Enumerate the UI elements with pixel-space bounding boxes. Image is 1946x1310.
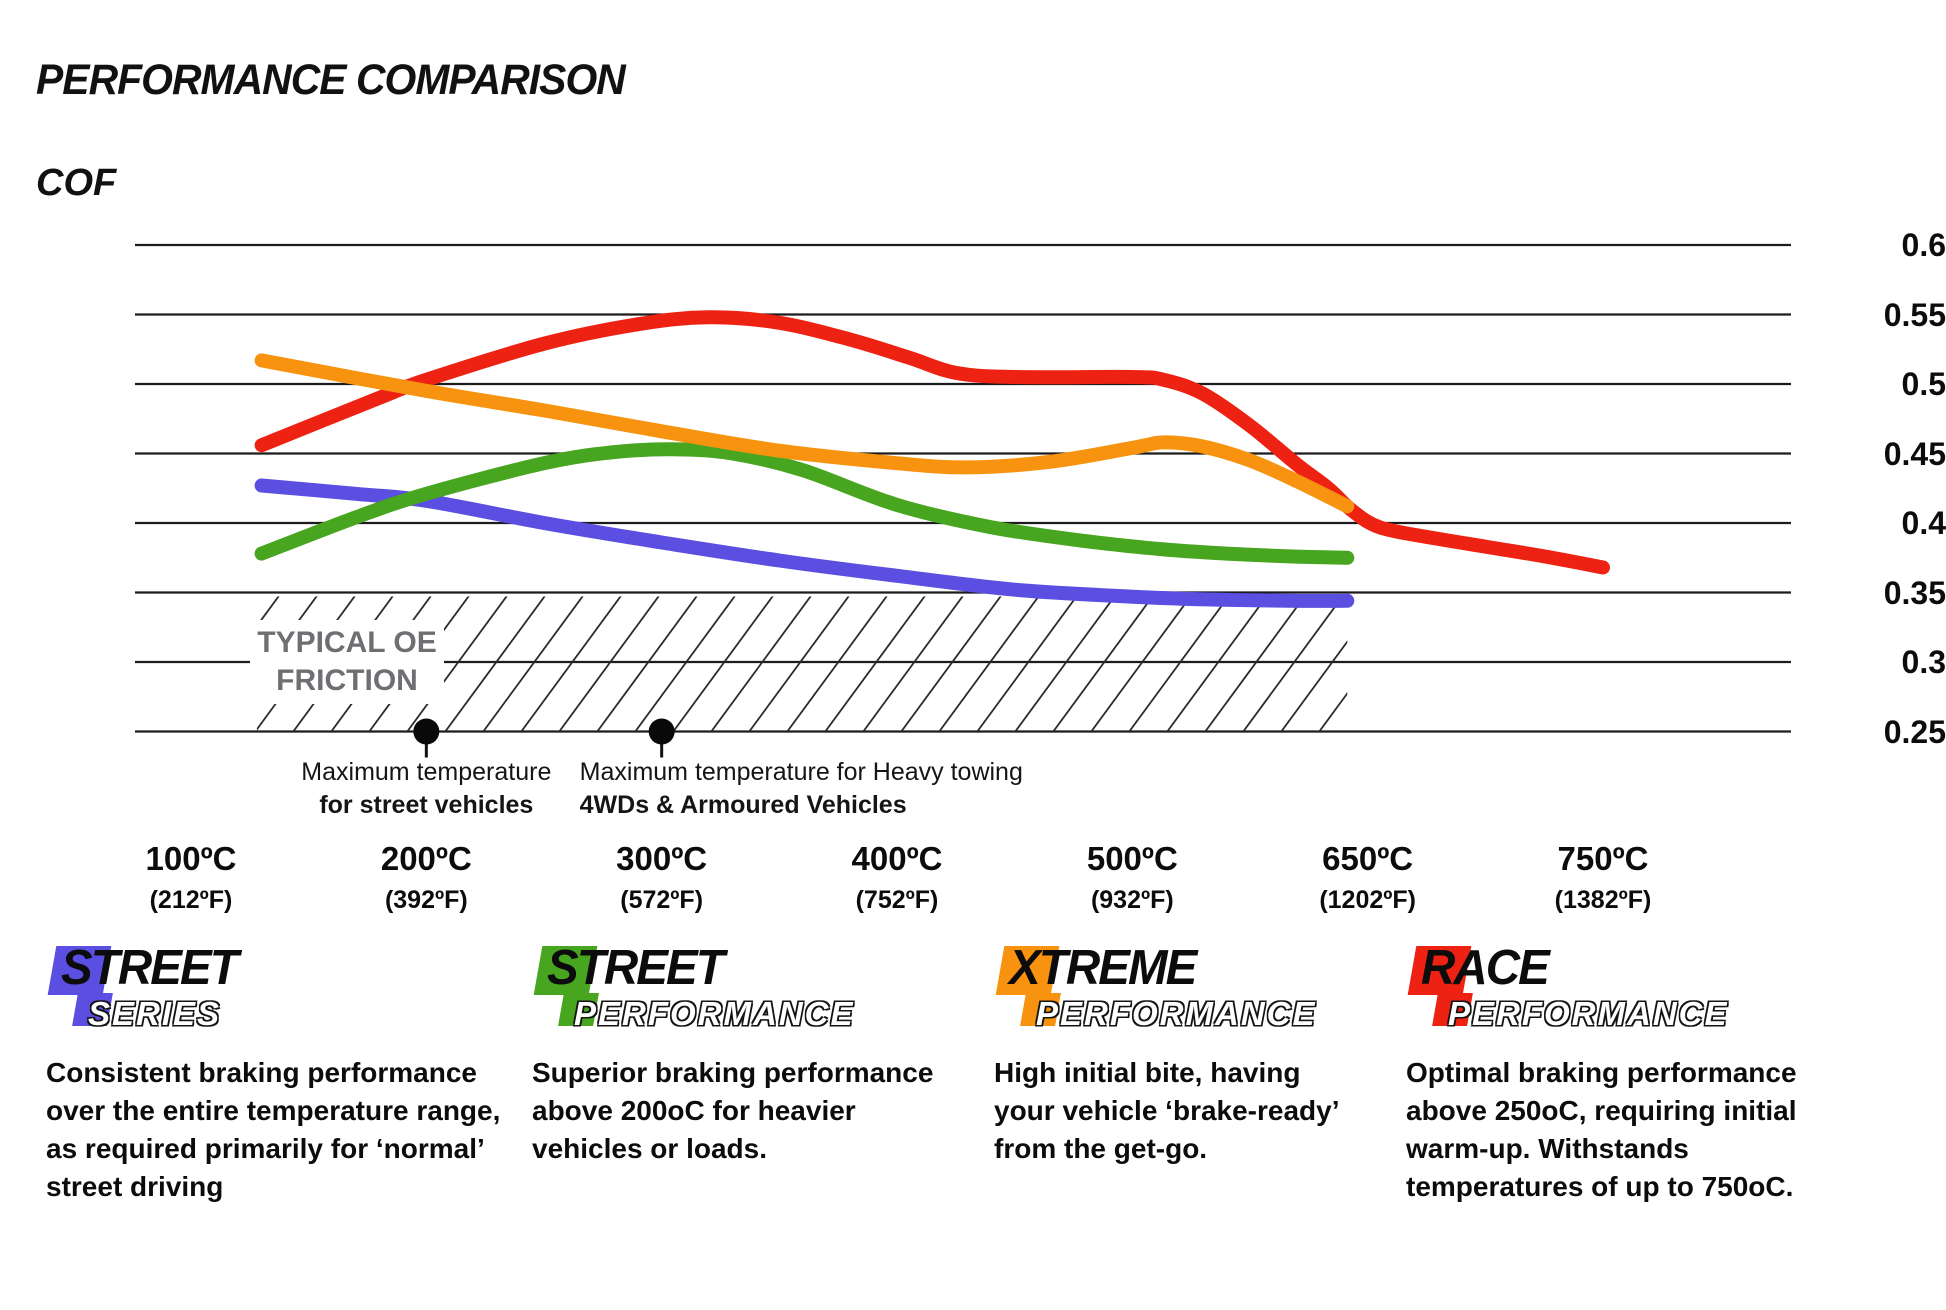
xtreme-performance-description: High initial bite, having your vehicle ‘… bbox=[994, 1057, 1338, 1164]
oe-friction-label-line1: TYPICAL OE bbox=[257, 626, 437, 659]
annotation-dot-1 bbox=[648, 718, 675, 745]
street-performance-description: Superior braking performance above 200oC… bbox=[532, 1057, 934, 1164]
x-tick-sublabel-750f: (1382ºF) bbox=[1554, 886, 1652, 914]
series-street-series bbox=[254, 478, 1355, 608]
y-tick-label-0.6: 0.6 bbox=[1901, 227, 1946, 263]
street-series-logo: STREET SERIES bbox=[46, 941, 501, 1040]
annotation-max-temp-towing: Maximum temperature for Heavy towing 4WD… bbox=[580, 756, 1040, 822]
x-tick-label-400c: 400ºC bbox=[851, 840, 943, 877]
x-tick-sublabel-500f: (932ºF) bbox=[1090, 886, 1174, 914]
logo-word-bottom: PERFORMANCE bbox=[574, 995, 855, 1032]
series-race-performance bbox=[254, 310, 1610, 575]
annotation-line1: Maximum temperature bbox=[301, 758, 552, 786]
x-tick-label-650c: 650ºC bbox=[1322, 840, 1414, 877]
annotation-dot-0 bbox=[413, 718, 440, 745]
y-tick-label-0.3: 0.3 bbox=[1901, 644, 1946, 680]
xtreme-performance-logo: XTREME PERFORMANCE bbox=[994, 941, 1414, 1040]
x-tick-sublabel-300f: (572ºF) bbox=[620, 886, 704, 914]
logo-word-bottom: SERIES bbox=[88, 995, 222, 1032]
y-tick-label-0.5: 0.5 bbox=[1901, 366, 1946, 402]
logo-word-top: XTREME bbox=[1009, 941, 1197, 995]
series-street-performance bbox=[254, 442, 1355, 565]
street-performance-logo: STREET PERFORMANCE bbox=[532, 941, 987, 1040]
race-performance-description: Optimal braking performance above 250oC,… bbox=[1406, 1057, 1797, 1202]
y-axis-title: COF bbox=[36, 162, 117, 204]
legend-street-performance: STREET PERFORMANCE Superior braking perf… bbox=[532, 941, 987, 1168]
annotation-line2: for street vehicles bbox=[319, 791, 534, 819]
street-series-description: Consistent braking performance over the … bbox=[46, 1057, 501, 1202]
y-tick-label-0.55: 0.55 bbox=[1883, 296, 1946, 333]
logo-word-bottom: PERFORMANCE bbox=[1448, 995, 1729, 1032]
x-tick-sublabel-650f: (1202ºF) bbox=[1319, 886, 1416, 914]
legend-xtreme-performance: XTREME PERFORMANCE High initial bite, ha… bbox=[994, 941, 1414, 1168]
oe-friction-region-label: TYPICAL OE FRICTION bbox=[250, 620, 444, 704]
x-tick-label-100c: 100ºC bbox=[145, 840, 237, 877]
race-performance-logo: RACE PERFORMANCE bbox=[1406, 941, 1876, 1040]
x-tick-sublabel-100f: (212ºF) bbox=[149, 886, 233, 914]
page-title: PERFORMANCE COMPARISON bbox=[36, 56, 626, 104]
logo-word-bottom: PERFORMANCE bbox=[1036, 995, 1317, 1032]
x-tick-label-300c: 300ºC bbox=[616, 840, 708, 877]
y-tick-label-0.4: 0.4 bbox=[1901, 505, 1946, 541]
annotation-max-temp-street: Maximum temperature for street vehicles bbox=[246, 756, 606, 822]
annotation-line2: 4WDs & Armoured Vehicles bbox=[579, 791, 907, 819]
x-tick-label-750c: 750ºC bbox=[1557, 840, 1649, 877]
legend-race-performance: RACE PERFORMANCE Optimal braking perform… bbox=[1406, 941, 1876, 1206]
logo-word-top: RACE bbox=[1421, 941, 1550, 995]
x-tick-sublabel-400f: (752ºF) bbox=[855, 886, 939, 914]
series-xtreme-performance bbox=[254, 353, 1355, 514]
logo-word-top: STREET bbox=[547, 941, 725, 995]
y-tick-label-0.35: 0.35 bbox=[1883, 574, 1946, 611]
legend-street-series: STREET SERIES Consistent braking perform… bbox=[46, 941, 501, 1206]
x-tick-sublabel-200f: (392ºF) bbox=[384, 886, 468, 914]
oe-friction-label-line2: FRICTION bbox=[276, 664, 418, 697]
x-tick-label-200c: 200ºC bbox=[380, 840, 472, 877]
y-tick-label-0.25: 0.25 bbox=[1883, 713, 1946, 750]
y-tick-label-0.45: 0.45 bbox=[1883, 435, 1946, 472]
logo-word-top: STREET bbox=[61, 941, 239, 995]
x-tick-label-500c: 500ºC bbox=[1086, 840, 1178, 877]
annotation-line1: Maximum temperature for Heavy towing bbox=[579, 758, 1023, 786]
